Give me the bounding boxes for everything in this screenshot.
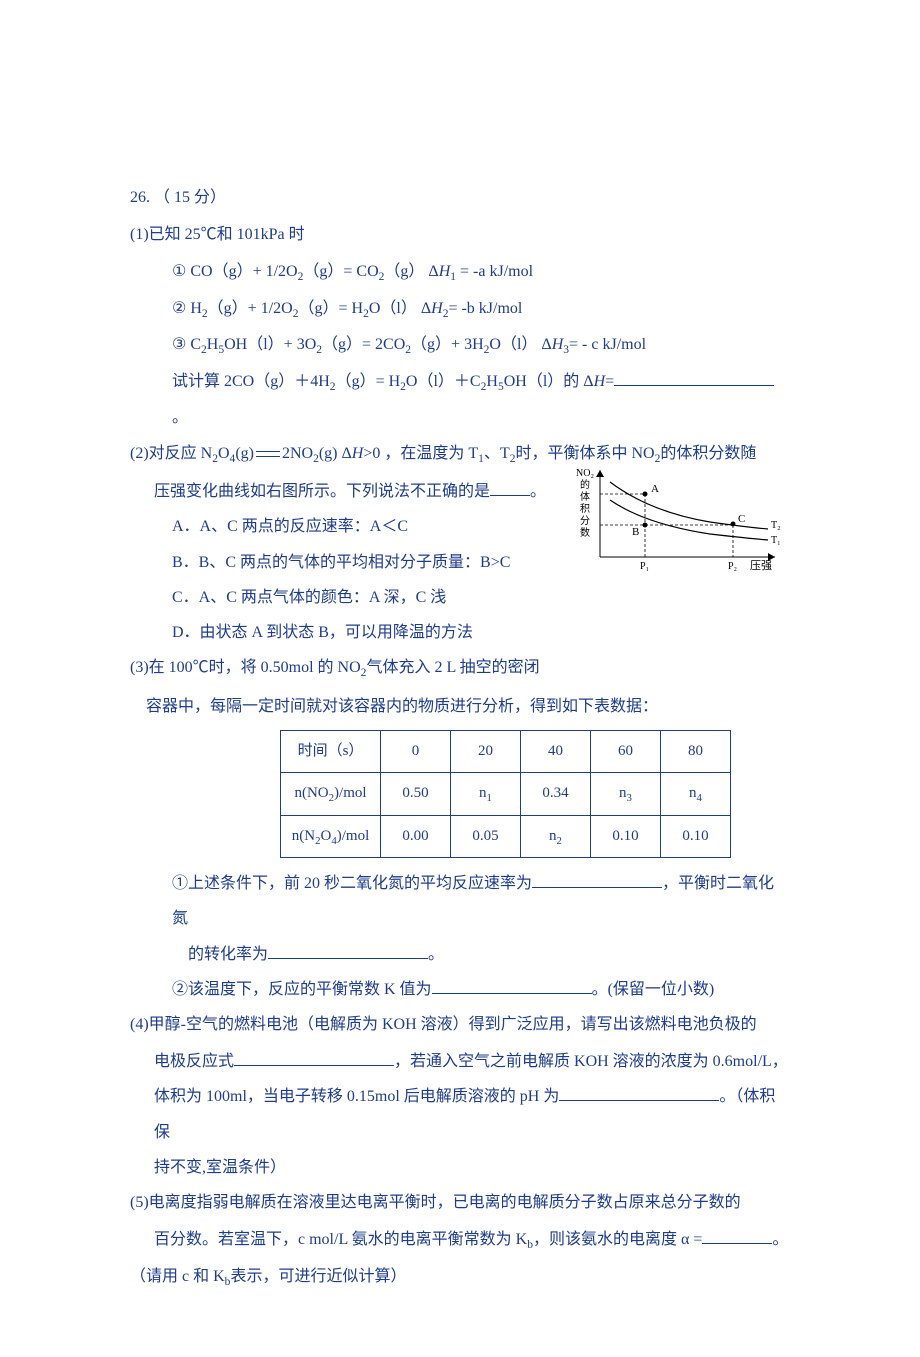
p5-l2: 百分数。若室温下，c mol/L 氨水的电离平衡常数为 Kb，则该氨水的电离度 … xyxy=(130,1222,790,1259)
svg-text:T₁: T₁ xyxy=(771,535,781,546)
cell: n3 xyxy=(591,772,661,815)
svg-text:T₂: T₂ xyxy=(771,520,781,531)
svg-text:数: 数 xyxy=(580,526,590,539)
blank-1 xyxy=(614,368,774,386)
svg-text:P₂: P₂ xyxy=(728,561,737,572)
p5-lead: (5)电离度指弱电解质在溶液里达电离平衡时，已电离的电解质分子数占原来总分子数的 xyxy=(130,1185,790,1220)
blank-6 xyxy=(234,1048,394,1066)
cell: 0.50 xyxy=(381,772,451,815)
p1-eq2: ② H2（g）+ 1/2O2（g）= H2O（l） ΔH2= -b kJ/mol xyxy=(130,291,790,328)
svg-text:NO₂: NO₂ xyxy=(576,468,594,479)
cell: 0 xyxy=(381,730,451,772)
p3-q2-post: 。(保留一位小数) xyxy=(592,981,715,998)
p3-q1b: 的转化率为 。 xyxy=(130,937,790,972)
cell: 时间（s） xyxy=(281,730,381,772)
p3-lead2: 容器中，每隔一定时间就对该容器内的物质进行分析，得到如下表数据： xyxy=(130,689,790,724)
blank-4 xyxy=(268,941,428,959)
p2-optC: C．A、C 两点气体的颜色：A 深，C 浅 xyxy=(130,580,790,615)
p3-q1b-post: 。 xyxy=(428,946,444,963)
cell: 40 xyxy=(521,730,591,772)
p1-eq1: ① CO（g）+ 1/2O2（g）= CO2（g） ΔH1 = -a kJ/mo… xyxy=(130,254,790,291)
cell: n(NO2)/mol xyxy=(281,772,381,815)
cell: 80 xyxy=(661,730,731,772)
svg-text:体: 体 xyxy=(580,491,590,503)
p2-lead-b: 2NO2(g) ΔH>0 ，在温度为 T1、T2时，平衡体系中 NO2的体积分数… xyxy=(282,445,756,462)
equilibrium-chart: A B C T₂ T₁ P₁ P₂ 压强 NO₂ 的 体 积 分 数 xyxy=(570,462,785,582)
p3-q1: ①上述条件下，前 20 秒二氧化氮的平均反应速率为，平衡时二氧化氮 xyxy=(130,866,790,936)
p3-q1-pre: ①上述条件下，前 20 秒二氧化氮的平均反应速率为 xyxy=(172,875,532,892)
p2-optD: D．由状态 A 到状态 B，可以用降温的方法 xyxy=(130,615,790,650)
cell: 0.10 xyxy=(661,815,731,858)
equil-arrow-icon xyxy=(254,448,282,460)
cell: 0.34 xyxy=(521,772,591,815)
p2-lead-a: (2)对反应 N2O4(g) xyxy=(130,445,254,462)
svg-text:积: 积 xyxy=(580,503,590,515)
p4-lead: (4)甲醇-空气的燃料电池（电解质为 KOH 溶液）得到广泛应用，请写出该燃料电… xyxy=(130,1007,790,1042)
svg-text:的: 的 xyxy=(580,478,590,491)
blank-8 xyxy=(702,1226,772,1244)
p1-lead: (1)已知 25℃和 101kPa 时 xyxy=(130,217,790,252)
q-header: 26. （ 15 分） xyxy=(130,180,790,215)
blank-3 xyxy=(532,870,662,888)
q-number: 26. xyxy=(130,189,150,206)
p1-calc: 试计算 2CO（g）＋4H2（g）= H2O（l）＋C2H5OH（l）的 ΔH=… xyxy=(130,364,790,436)
svg-text:C: C xyxy=(738,513,745,525)
p3-q2: ②该温度下，反应的平衡常数 K 值为 。(保留一位小数) xyxy=(130,972,790,1007)
data-table: 时间（s） 0 20 40 60 80 n(NO2)/mol 0.50 n1 0… xyxy=(280,730,731,859)
cell: 0.00 xyxy=(381,815,451,858)
cell: 60 xyxy=(591,730,661,772)
p1-calc-text: 试计算 2CO（g）＋4H2（g）= H2O（l）＋C2H5OH（l）的 ΔH= xyxy=(172,373,614,390)
p3-lead: (3)在 100℃时，将 0.50mol 的 NO2气体充入 2 L 抽空的密闭 xyxy=(130,650,790,687)
svg-text:A: A xyxy=(651,483,659,495)
cell: n4 xyxy=(661,772,731,815)
p5-l2-post: 。 xyxy=(772,1231,788,1248)
p3-q2-pre: ②该温度下，反应的平衡常数 K 值为 xyxy=(172,981,432,998)
blank-5 xyxy=(432,976,592,994)
q-points: （ 15 分） xyxy=(154,189,226,206)
svg-text:压强: 压强 xyxy=(750,559,772,572)
p4-l2: 电极反应式 ，若通入空气之前电解质 KOH 溶液的浓度为 0.6mol/L， xyxy=(130,1044,790,1079)
svg-text:B: B xyxy=(632,526,639,538)
table-row: 时间（s） 0 20 40 60 80 xyxy=(281,730,731,772)
p1-eq3: ③ C2H5OH（l）+ 3O2（g）= 2CO2（g）+ 3H2O（l） ΔH… xyxy=(130,327,790,364)
p5-l3: （请用 c 和 Kb表示，可进行近似计算） xyxy=(130,1259,790,1296)
cell: n2 xyxy=(521,815,591,858)
p1-calc-post: 。 xyxy=(172,409,188,426)
p2-lead2-text: 压强变化曲线如右图所示。下列说法不正确的是 xyxy=(154,483,490,500)
p4-l3-pre: 体积为 100ml，当电子转移 0.15mol 后电解质溶液的 pH 为 xyxy=(154,1088,559,1105)
cell: n(N2O4)/mol xyxy=(281,815,381,858)
svg-text:分: 分 xyxy=(580,515,590,527)
blank-7 xyxy=(559,1083,719,1101)
cell: n1 xyxy=(451,772,521,815)
table-row: n(NO2)/mol 0.50 n1 0.34 n3 n4 xyxy=(281,772,731,815)
svg-text:P₁: P₁ xyxy=(640,561,649,572)
p4-l4: 持不变,室温条件） xyxy=(130,1150,790,1185)
table-row: n(N2O4)/mol 0.00 0.05 n2 0.10 0.10 xyxy=(281,815,731,858)
cell: 0.05 xyxy=(451,815,521,858)
cell: 20 xyxy=(451,730,521,772)
p4-l2-mid: ，若通入空气之前电解质 KOH 溶液的浓度为 0.6mol/L， xyxy=(394,1053,788,1070)
p4-l3: 体积为 100ml，当电子转移 0.15mol 后电解质溶液的 pH 为。（体积… xyxy=(130,1079,790,1149)
p4-l2-pre: 电极反应式 xyxy=(154,1053,234,1070)
p3-q1b-pre: 的转化率为 xyxy=(188,946,268,963)
blank-2 xyxy=(490,478,530,496)
p2-lead2-post: 。 xyxy=(530,483,546,500)
p5-l2-pre: 百分数。若室温下，c mol/L 氨水的电离平衡常数为 Kb，则该氨水的电离度 … xyxy=(154,1231,702,1248)
cell: 0.10 xyxy=(591,815,661,858)
